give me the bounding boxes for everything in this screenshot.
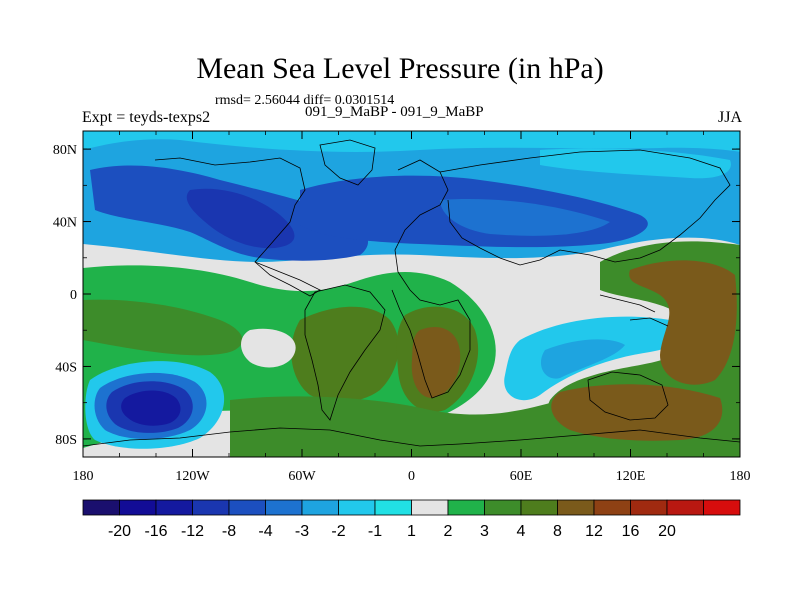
field-south-pacific-deep bbox=[121, 390, 181, 426]
colorbar-box bbox=[703, 499, 741, 516]
field-eurasia-mid bbox=[440, 199, 610, 236]
coast-australia bbox=[587, 371, 669, 421]
figure-title: Mean Sea Level Pressure (in hPa) bbox=[196, 52, 604, 85]
coast-asia bbox=[439, 149, 731, 266]
colorbar: -20 -16 -12 -8 -4 -3 -2 -1 1 2 3 4 8 12 16 20 bbox=[82, 499, 741, 540]
lat-tick-label: 80N bbox=[53, 143, 77, 158]
colorbar-label: -8 bbox=[222, 523, 236, 540]
field-indian-ocean-core bbox=[540, 339, 625, 379]
colorbar-box bbox=[82, 499, 120, 516]
colorbar-box bbox=[411, 499, 449, 516]
colorbar-label: 4 bbox=[517, 523, 526, 540]
colorbar-label: 16 bbox=[622, 523, 640, 540]
colorbar-box bbox=[630, 499, 668, 516]
lon-tick-label: 180 bbox=[73, 469, 94, 484]
colorbar-label: 2 bbox=[444, 523, 453, 540]
field-west-pacific-core bbox=[629, 260, 737, 385]
field-arctic-light bbox=[83, 131, 740, 152]
lon-tick-label: 120E bbox=[616, 469, 646, 484]
lat-tick-label: 80S bbox=[55, 433, 77, 448]
comparison-label: 091_9_MaBP - 091_9_MaBP bbox=[305, 104, 484, 120]
field-east-pacific-neutral bbox=[241, 328, 296, 368]
longitude-axis: 180 120W 60W 0 60E 120E 180 bbox=[73, 131, 751, 484]
figure-subtitle: rmsd= 2.56044 diff= 0.0301514 bbox=[215, 93, 395, 108]
colorbar-label: -20 bbox=[108, 523, 131, 540]
colorbar-label: -3 bbox=[295, 523, 309, 540]
pressure-field bbox=[83, 131, 740, 457]
colorbar-box bbox=[228, 499, 266, 516]
colorbar-box bbox=[192, 499, 230, 516]
latitude-axis: 80N 40N 0 40S 80S bbox=[53, 143, 740, 448]
field-north-atlantic-light bbox=[540, 148, 731, 179]
colorbar-label: 8 bbox=[553, 523, 562, 540]
colorbar-box bbox=[338, 499, 376, 516]
colorbar-label: -2 bbox=[331, 523, 345, 540]
lat-tick-label: 40N bbox=[53, 216, 77, 231]
colorbar-box bbox=[301, 499, 339, 516]
colorbar-box bbox=[265, 499, 303, 516]
colorbar-label: -4 bbox=[258, 523, 272, 540]
lon-tick-label: 60E bbox=[510, 469, 533, 484]
coast-maritime bbox=[599, 294, 669, 327]
coast-north-america bbox=[154, 157, 321, 297]
colorbar-label: -1 bbox=[368, 523, 382, 540]
field-southern-ocean-core bbox=[551, 384, 723, 441]
colorbar-box bbox=[119, 499, 157, 516]
colorbar-box bbox=[374, 499, 412, 516]
experiment-label: Expt = teyds-texps2 bbox=[82, 109, 211, 126]
colorbar-label: -16 bbox=[144, 523, 167, 540]
coast-antarctica bbox=[83, 427, 740, 447]
colorbar-label: 12 bbox=[585, 523, 603, 540]
field-south-america-high bbox=[291, 306, 399, 402]
coastlines bbox=[83, 139, 740, 447]
coast-greenland bbox=[319, 139, 376, 186]
season-label: JJA bbox=[717, 109, 742, 126]
lon-tick-label: 60W bbox=[288, 469, 316, 484]
colorbar-label: 20 bbox=[658, 523, 676, 540]
lon-tick-label: 180 bbox=[730, 469, 751, 484]
coast-africa-europe bbox=[391, 159, 471, 399]
field-pacific-core bbox=[186, 188, 295, 249]
colorbar-label: 1 bbox=[407, 523, 416, 540]
lat-tick-label: 0 bbox=[70, 288, 77, 303]
colorbar-label: -12 bbox=[181, 523, 204, 540]
colorbar-box bbox=[520, 499, 558, 516]
colorbar-box bbox=[666, 499, 704, 516]
lat-tick-label: 40S bbox=[55, 360, 77, 375]
field-africa-core bbox=[411, 326, 461, 398]
colorbar-label: 3 bbox=[480, 523, 489, 540]
field-tropical-pacific-3 bbox=[83, 299, 243, 356]
colorbar-box bbox=[593, 499, 631, 516]
lon-tick-label: 0 bbox=[408, 469, 415, 484]
colorbar-box bbox=[557, 499, 595, 516]
colorbar-box bbox=[447, 499, 485, 516]
colorbar-box bbox=[484, 499, 522, 516]
coast-south-america bbox=[304, 284, 386, 421]
colorbar-box bbox=[155, 499, 193, 516]
lon-tick-label: 120W bbox=[175, 469, 210, 484]
